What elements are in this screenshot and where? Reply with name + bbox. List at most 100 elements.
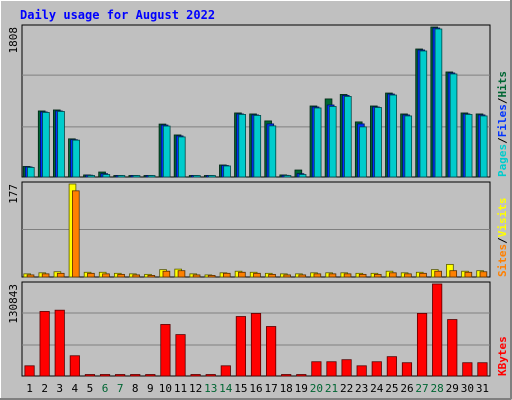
legend-entry: Visits <box>496 198 509 238</box>
bar-kbytes-day-12 <box>190 374 201 377</box>
bar-sites-day-13 <box>207 275 216 278</box>
bar-sites-day-31 <box>479 271 488 278</box>
day-label-26: 26 <box>400 382 413 395</box>
bar-pages-day-6 <box>102 174 111 178</box>
bar-kbytes-day-5 <box>84 374 96 377</box>
bar-sites-day-4 <box>72 190 80 278</box>
kbytes-ymax-label: 130843 <box>7 284 20 324</box>
day-label-1: 1 <box>26 382 33 395</box>
bar-pages-day-21 <box>328 106 337 178</box>
day-label-10: 10 <box>159 382 172 395</box>
bar-sites-day-16 <box>253 272 261 278</box>
bar-pages-day-5 <box>87 175 96 178</box>
bar-sites-day-20 <box>313 273 322 278</box>
bar-kbytes-day-15 <box>235 316 246 377</box>
bar-sites-day-5 <box>87 272 95 278</box>
day-label-30: 30 <box>461 382 474 395</box>
visits-sites-panel: 177 Sites/Visits <box>7 181 509 278</box>
bar-pages-day-2 <box>42 112 50 178</box>
day-label-9: 9 <box>147 382 154 395</box>
day-labels: 1 2 3 4 5 6 7 8 9 10 11 12 13 14 15 16 17 18 19 20 21 22 23 24 2… <box>26 382 489 395</box>
bar-kbytes-day-31 <box>477 362 488 377</box>
bar-pages-day-3 <box>57 111 65 178</box>
bar-pages-day-20 <box>313 107 322 178</box>
legend-entry: Hits <box>496 71 509 98</box>
bar-pages-day-7 <box>117 175 126 178</box>
bar-pages-day-9 <box>147 175 156 178</box>
day-label-16: 16 <box>249 382 262 395</box>
bar-kbytes-day-1 <box>24 365 35 377</box>
bar-sites-day-15 <box>238 271 246 278</box>
bar-kbytes-day-29 <box>447 319 458 377</box>
bar-sites-day-28 <box>434 270 442 278</box>
bar-kbytes-day-22 <box>341 359 352 377</box>
chart-panels: 1808Pages/Files/Hits177Sites/Visits13084… <box>7 24 509 377</box>
bar-kbytes-day-4 <box>69 355 80 377</box>
bar-sites-day-17 <box>268 273 276 278</box>
bar-sites-day-8 <box>132 274 140 278</box>
bar-kbytes-day-25 <box>386 356 397 377</box>
bar-kbytes-day-27 <box>416 313 428 377</box>
day-label-25: 25 <box>385 382 398 395</box>
legend-entry: Pages <box>496 144 509 177</box>
bar-kbytes-day-7 <box>115 374 126 377</box>
bar-kbytes-day-2 <box>39 311 50 377</box>
bar-sites-day-7 <box>117 273 125 278</box>
day-label-31: 31 <box>476 382 489 395</box>
day-label-28: 28 <box>431 382 444 395</box>
legend-entry: / <box>496 237 509 244</box>
bar-pages-day-17 <box>268 125 277 178</box>
bar-pages-day-15 <box>238 114 246 178</box>
bar-pages-day-30 <box>464 114 473 178</box>
legend-entry: / <box>496 137 509 144</box>
legend-entry: / <box>496 97 509 104</box>
bar-sites-day-27 <box>419 272 427 278</box>
day-label-4: 4 <box>72 382 79 395</box>
bar-sites-day-26 <box>404 273 412 278</box>
bar-sites-day-23 <box>358 273 367 278</box>
day-label-17: 17 <box>264 382 277 395</box>
bar-sites-day-3 <box>56 272 65 278</box>
bar-sites-day-21 <box>328 273 337 278</box>
bar-sites-day-11 <box>177 270 186 278</box>
bar-pages-day-14 <box>223 165 231 178</box>
day-label-19: 19 <box>295 382 308 395</box>
day-label-3: 3 <box>56 382 63 395</box>
bar-kbytes-day-18 <box>281 374 292 377</box>
bar-kbytes-day-23 <box>356 365 367 377</box>
bar-pages-day-19 <box>298 174 307 178</box>
bar-sites-day-2 <box>41 273 50 278</box>
bar-sites-day-30 <box>464 271 473 278</box>
bar-pages-day-31 <box>479 115 488 178</box>
bar-kbytes-day-21 <box>326 361 337 377</box>
bar-sites-day-18 <box>283 274 291 278</box>
day-label-6: 6 <box>102 382 109 395</box>
day-label-7: 7 <box>117 382 124 395</box>
bar-pages-day-4 <box>72 139 80 178</box>
legend-entry: KBytes <box>496 336 509 376</box>
bar-kbytes-day-13 <box>205 374 216 377</box>
kbytes-panel: 130843 KBytes <box>7 281 509 377</box>
visits-sites-ymax-label: 177 <box>7 184 20 204</box>
bar-kbytes-day-10 <box>160 324 171 377</box>
bar-sites-day-14 <box>222 272 231 278</box>
bar-pages-day-18 <box>283 175 292 178</box>
day-label-22: 22 <box>340 382 353 395</box>
bar-sites-day-10 <box>162 270 171 278</box>
bar-pages-day-26 <box>404 115 413 178</box>
legend-entry: Sites <box>496 244 509 277</box>
bar-kbytes-day-9 <box>145 374 156 377</box>
bar-kbytes-day-8 <box>130 374 141 377</box>
bar-kbytes-day-14 <box>220 365 231 377</box>
bar-sites-day-1 <box>26 274 35 278</box>
bar-sites-day-29 <box>449 270 458 278</box>
bar-sites-day-12 <box>192 274 201 278</box>
bar-pages-day-27 <box>419 50 428 178</box>
bar-pages-day-16 <box>253 115 262 178</box>
bar-pages-day-25 <box>389 94 397 178</box>
day-label-24: 24 <box>370 382 384 395</box>
day-label-2: 2 <box>41 382 48 395</box>
visits-sites-legend: Sites/Visits <box>496 198 509 278</box>
